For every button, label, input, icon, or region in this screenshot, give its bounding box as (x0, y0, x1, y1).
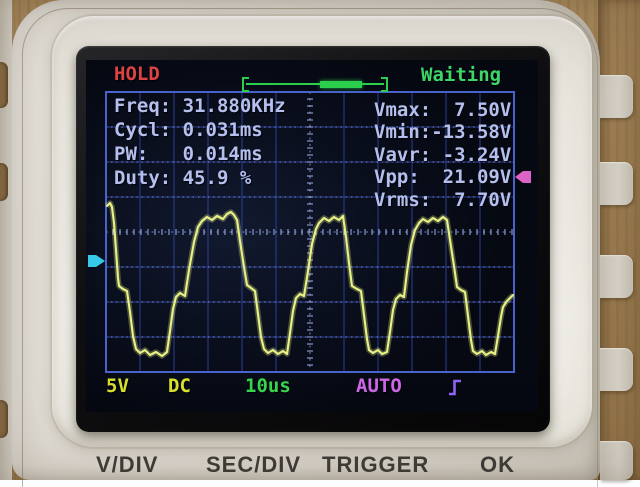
scope-graticule-and-trace (88, 91, 531, 373)
left-grip-notch (0, 400, 8, 438)
readout-vmin: Vmin:-13.58V (374, 121, 512, 143)
readout-duty: Duty: 45.9 % (114, 167, 252, 189)
oscilloscope-case: HOLD Waiting Freq: 31.880KHz Cycl: 0.031… (12, 0, 600, 487)
buffer-position-indicator (242, 77, 388, 92)
right-grip-tab (600, 162, 633, 205)
lcd-screen: HOLD Waiting Freq: 31.880KHz Cycl: 0.031… (86, 60, 538, 412)
buffer-range-line (246, 83, 384, 85)
secdiv-button-label[interactable]: SEC/DIV (206, 452, 302, 477)
left-grip-edge (0, 0, 12, 480)
desk-wood-background (598, 0, 640, 480)
readout-cycle: Cycl: 0.031ms (114, 119, 263, 141)
front-panel: HOLD Waiting Freq: 31.880KHz Cycl: 0.031… (52, 16, 592, 447)
trigger-button-label[interactable]: TRIGGER (322, 452, 430, 477)
trigger-status-text: Waiting (421, 64, 502, 86)
readout-vrms: Vrms: 7.70V (374, 189, 512, 211)
readout-vpp: Vpp: 21.09V (374, 166, 512, 188)
right-grip-tab (600, 255, 633, 298)
right-grip-tab (600, 348, 633, 391)
time-per-div-readout: 10us (245, 375, 291, 397)
left-grip-notch (0, 163, 8, 201)
buffer-left-bracket (242, 77, 249, 92)
readout-vavr: Vavr: -3.24V (374, 144, 512, 166)
hold-mode-indicator: HOLD (114, 63, 160, 85)
vdiv-button-label[interactable]: V/DIV (96, 452, 159, 477)
buffer-right-bracket (381, 77, 388, 92)
trigger-level-marker (515, 171, 531, 183)
ground-level-marker (88, 255, 105, 267)
right-grip-tab (600, 75, 633, 118)
right-grip-tab (600, 441, 633, 480)
left-grip-notch (0, 62, 8, 108)
coupling-readout: DC (168, 375, 191, 397)
screen-bezel: HOLD Waiting Freq: 31.880KHz Cycl: 0.031… (76, 46, 550, 432)
volts-per-div-readout: 5V (106, 375, 129, 397)
buffer-window-block (320, 81, 362, 88)
ok-button-label[interactable]: OK (480, 452, 515, 477)
readout-freq: Freq: 31.880KHz (114, 95, 286, 117)
trigger-mode-readout: AUTO (356, 375, 402, 397)
readout-vmax: Vmax: 7.50V (374, 99, 512, 121)
trigger-edge-icon (449, 379, 461, 396)
readout-pulse-width: PW: 0.014ms (114, 143, 263, 165)
